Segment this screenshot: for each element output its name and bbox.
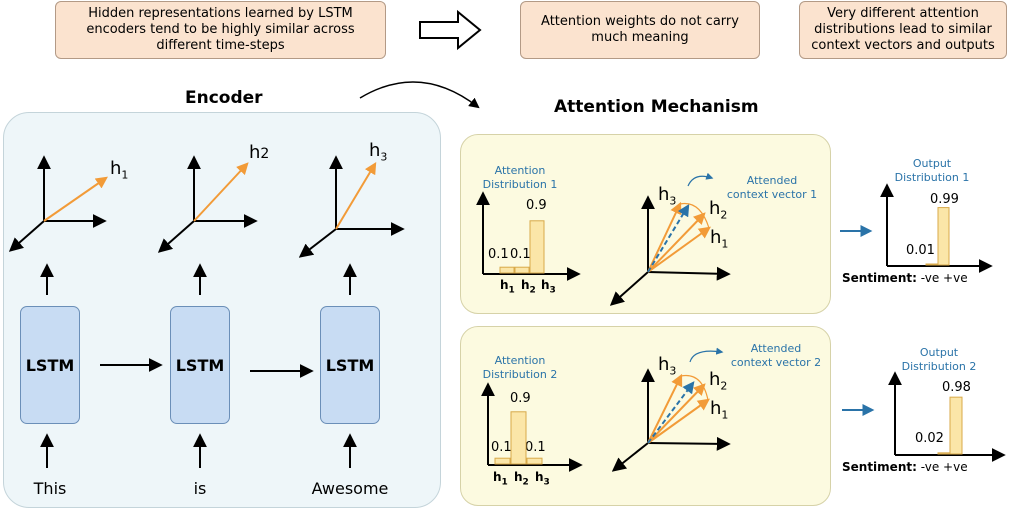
note-weights-meaning: Attention weights do not carry much mean…	[520, 1, 760, 59]
sentiment-label-2: Sentiment: -ve +ve	[842, 460, 968, 474]
weight-label-2-1: 0.1	[491, 440, 512, 455]
encoder-axes-2	[157, 155, 258, 253]
attention-title: Attention Mechanism	[554, 97, 759, 117]
hollow-right-arrow-icon	[419, 9, 482, 51]
weight-label-1-2: 0.1	[510, 247, 531, 262]
lstm-cell-1: LSTM	[20, 306, 80, 424]
bar-label-2-2: h2	[514, 470, 529, 488]
encoder-hidden-label-3: h3	[369, 140, 388, 164]
output-axes-2	[888, 371, 1006, 462]
vector-label-1-low: h1	[710, 227, 729, 251]
bar-label-2-3: h3	[535, 470, 550, 488]
attention-bar-1-3	[529, 220, 545, 274]
vector-label-1-mid: h2	[709, 198, 728, 222]
bar-label-2-1: h1	[493, 470, 508, 488]
note-lstm-similarity: Hidden representations learned by LSTM e…	[55, 1, 386, 59]
bar-label-1-1: h1	[500, 278, 515, 296]
curved-arrow	[359, 81, 480, 109]
lstm-cell-3: LSTM	[320, 306, 380, 424]
output-value-1-2: 0.99	[930, 192, 959, 207]
attention-panel-1	[460, 134, 831, 314]
encoder-axes-1	[8, 155, 108, 252]
note-different-distributions: Very different attention distributions l…	[799, 1, 1007, 59]
encoder-hidden-label-1: h1	[110, 158, 129, 182]
distribution-axes-1	[476, 191, 581, 281]
encoder-flow-arrows	[40, 263, 357, 468]
distribution-axes-2	[481, 382, 583, 472]
vector-label-2-low: h1	[710, 398, 729, 422]
output-bars-1	[925, 207, 950, 266]
vector-label-2-top: h3	[658, 354, 677, 378]
attention-distribution-label-2: Attention Distribution 2	[482, 354, 558, 381]
weight-label-2-3: 0.1	[525, 440, 546, 455]
context-vector-label-2: Attended context vector 2	[730, 342, 822, 369]
output-distribution-label-2: Output Distribution 2	[901, 346, 977, 373]
attention-bar-1-2	[514, 266, 530, 274]
encoder-title: Encoder	[185, 88, 263, 108]
output-value-1-1: 0.01	[906, 243, 935, 258]
vector-label-1-top: h3	[658, 184, 677, 208]
output-bar-2-2	[949, 396, 963, 455]
attention-bar-2-1	[494, 457, 511, 465]
weight-label-2-2: 0.9	[510, 391, 531, 406]
bar-label-1-3: h3	[541, 278, 556, 296]
attention-distribution-label-1: Attention Distribution 1	[482, 164, 558, 191]
context-vector-plot-1	[609, 172, 731, 306]
output-axes-1	[880, 183, 993, 273]
sentiment-label-1: Sentiment: -ve +ve	[842, 271, 968, 285]
input-word-1: This	[33, 479, 67, 498]
output-bars-2	[937, 396, 963, 455]
attention-bar-1-1	[499, 266, 515, 274]
output-bar-1-1	[925, 263, 939, 266]
context-vector-plot-2	[611, 347, 731, 472]
attention-bar-2-3	[526, 457, 543, 465]
output-value-2-2: 0.98	[942, 380, 971, 395]
weight-label-1-3: 0.9	[526, 198, 547, 213]
encoder-axes-3	[298, 155, 405, 258]
vector-label-2-mid: h2	[709, 369, 728, 393]
distribution-bars-2	[494, 411, 543, 465]
input-word-3: Awesome	[311, 479, 389, 498]
encoder-hidden-label-2: h2	[249, 142, 270, 163]
bar-label-1-2: h2	[521, 278, 536, 296]
output-bar-1-2	[937, 207, 950, 266]
output-distribution-label-1: Output Distribution 1	[894, 157, 970, 184]
attention-bar-2-2	[510, 411, 527, 465]
lstm-cell-2: LSTM	[170, 306, 230, 424]
context-vector-label-1: Attended context vector 1	[726, 174, 818, 201]
input-word-2: is	[193, 479, 207, 498]
output-value-2-1: 0.02	[915, 431, 944, 446]
output-bar-2-1	[937, 452, 951, 455]
weight-label-1-1: 0.1	[488, 247, 509, 262]
distribution-bars-1	[499, 220, 545, 274]
